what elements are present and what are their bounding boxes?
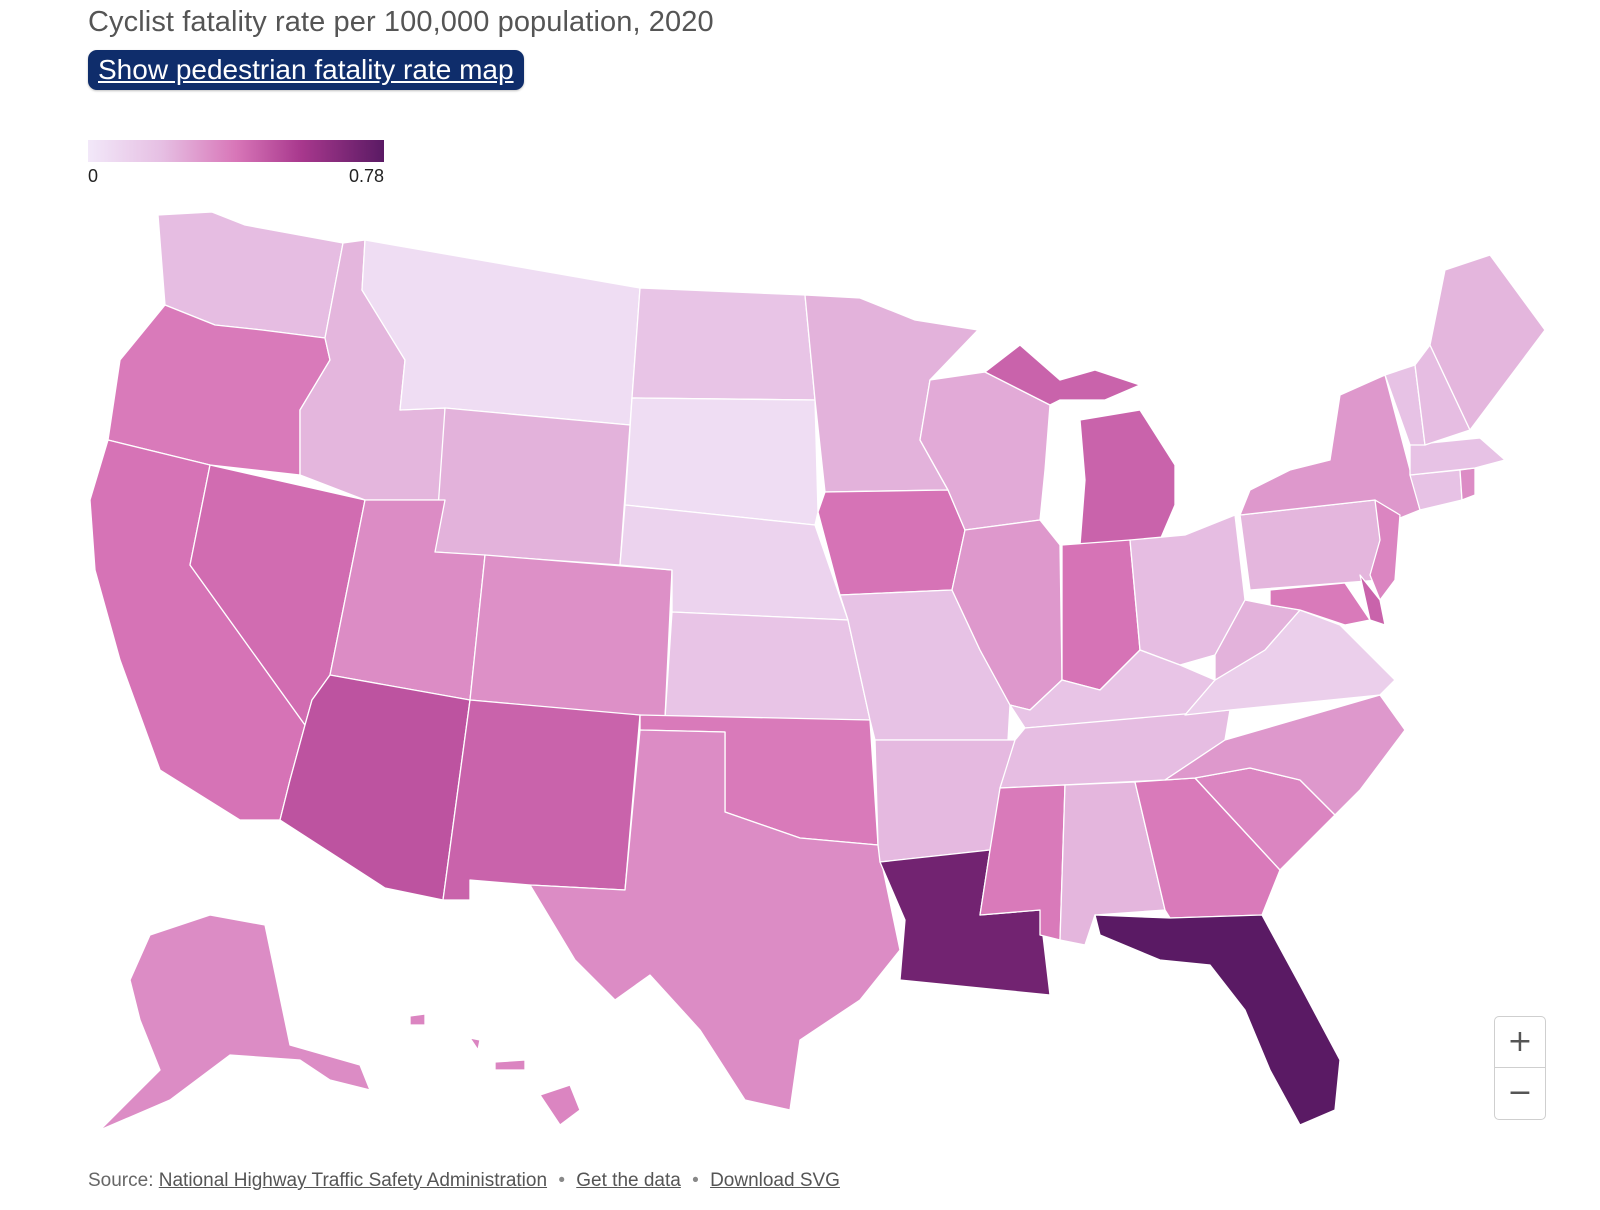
state-north-dakota[interactable] bbox=[631, 287, 816, 401]
state-rhode-island[interactable] bbox=[1459, 467, 1476, 501]
color-legend: 0 0.78 bbox=[88, 140, 384, 188]
legend-gradient-bar bbox=[88, 140, 384, 162]
toggle-pedestrian-map-button[interactable]: Show pedestrian fatality rate map bbox=[88, 50, 524, 90]
state-kentucky[interactable] bbox=[1009, 649, 1216, 729]
legend-min-label: 0 bbox=[88, 166, 99, 186]
download-svg-link[interactable]: Download SVG bbox=[710, 1170, 840, 1191]
source-footer: Source: National Highway Traffic Safety … bbox=[88, 1170, 840, 1192]
source-prefix: Source: bbox=[88, 1170, 154, 1191]
state-colorado[interactable] bbox=[469, 554, 673, 719]
zoom-controls: + − bbox=[1494, 1016, 1546, 1120]
footer-separator: • bbox=[692, 1170, 699, 1191]
zoom-out-button[interactable]: − bbox=[1495, 1067, 1545, 1118]
state-montana[interactable] bbox=[361, 239, 641, 426]
get-data-link[interactable]: Get the data bbox=[576, 1170, 681, 1191]
state-south-dakota[interactable] bbox=[624, 397, 819, 526]
state-michigan-upper[interactable] bbox=[984, 344, 1141, 406]
map-title: Cyclist fatality rate per 100,000 popula… bbox=[88, 6, 714, 38]
state-massachusetts[interactable] bbox=[1409, 437, 1506, 476]
zoom-in-button[interactable]: + bbox=[1507, 1024, 1533, 1059]
state-maine[interactable] bbox=[1429, 254, 1546, 431]
state-delaware[interactable] bbox=[1359, 574, 1386, 626]
state-north-carolina[interactable] bbox=[1164, 694, 1406, 816]
state-florida[interactable] bbox=[1094, 914, 1341, 1126]
state-alaska[interactable] bbox=[99, 914, 371, 1131]
state-new-mexico[interactable] bbox=[442, 699, 641, 901]
state-texas[interactable] bbox=[529, 729, 901, 1111]
state-michigan-lower[interactable] bbox=[1079, 409, 1176, 546]
state-hawaii[interactable] bbox=[409, 1013, 581, 1126]
state-maryland[interactable] bbox=[1269, 582, 1371, 626]
footer-separator: • bbox=[558, 1170, 565, 1191]
state-connecticut[interactable] bbox=[1409, 469, 1463, 511]
us-states-map bbox=[89, 211, 1546, 1131]
source-link[interactable]: National Highway Traffic Safety Administ… bbox=[158, 1170, 548, 1191]
legend-max-label: 0.78 bbox=[348, 166, 384, 186]
state-kansas[interactable] bbox=[664, 611, 871, 721]
state-iowa[interactable] bbox=[817, 489, 966, 596]
state-wyoming[interactable] bbox=[434, 407, 631, 566]
